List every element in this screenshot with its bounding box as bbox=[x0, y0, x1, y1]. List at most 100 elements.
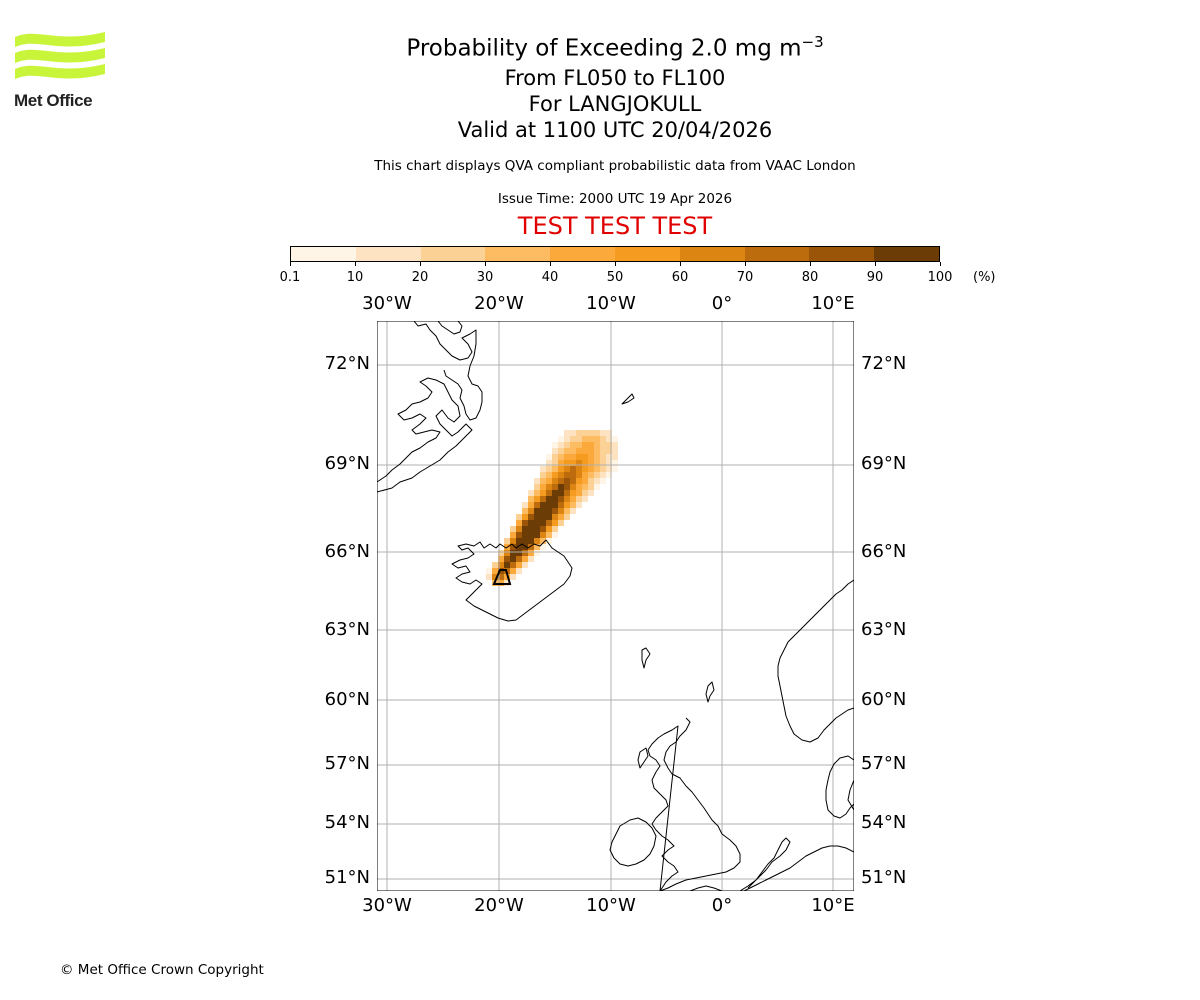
colorbar-tick bbox=[290, 262, 291, 266]
ash-cell bbox=[594, 448, 600, 454]
lat-label-left: 54°N bbox=[324, 812, 370, 833]
colorbar-tick bbox=[615, 262, 616, 266]
lat-label-left: 72°N bbox=[324, 353, 370, 374]
test-banner: TEST TEST TEST bbox=[517, 212, 713, 240]
ash-cell bbox=[606, 436, 612, 442]
lat-label-left: 66°N bbox=[324, 541, 370, 562]
ash-cell bbox=[612, 436, 618, 442]
ash-cell bbox=[528, 508, 534, 514]
ash-cell bbox=[552, 460, 558, 466]
ash-cell bbox=[534, 508, 540, 514]
ash-cell bbox=[612, 442, 618, 448]
lat-label-right: 66°N bbox=[861, 541, 907, 562]
ash-cell bbox=[522, 550, 528, 556]
ash-cell bbox=[600, 430, 606, 436]
colorbar-tick-label: 80 bbox=[801, 270, 819, 285]
ash-cell bbox=[558, 460, 564, 466]
ash-cell bbox=[600, 460, 606, 466]
ash-cell bbox=[588, 466, 594, 472]
ash-cell bbox=[546, 514, 552, 520]
lat-label-left: 60°N bbox=[324, 689, 370, 710]
ash-cell bbox=[510, 538, 516, 544]
ash-cell bbox=[606, 430, 612, 436]
met-office-logo bbox=[15, 32, 105, 79]
ash-cell bbox=[612, 460, 618, 466]
ash-cell bbox=[558, 472, 564, 478]
ash-cell bbox=[540, 496, 546, 502]
ash-cell bbox=[522, 526, 528, 532]
ash-cell bbox=[576, 466, 582, 472]
colorbar-tick bbox=[745, 262, 746, 266]
ash-cell bbox=[570, 454, 576, 460]
ash-probability-field bbox=[486, 430, 618, 586]
ash-cell bbox=[504, 556, 510, 562]
copyright: © Met Office Crown Copyright bbox=[60, 962, 264, 978]
lat-label-right: 51°N bbox=[861, 867, 907, 888]
colorbar-tick-label: 60 bbox=[671, 270, 689, 285]
ash-cell bbox=[606, 472, 612, 478]
ash-cell bbox=[570, 430, 576, 436]
ash-cell bbox=[522, 544, 528, 550]
ash-cell bbox=[558, 496, 564, 502]
ash-cell bbox=[588, 430, 594, 436]
ash-cell bbox=[510, 556, 516, 562]
ash-cell bbox=[594, 442, 600, 448]
ash-cell bbox=[492, 568, 498, 574]
ash-cell bbox=[540, 466, 546, 472]
ash-cell bbox=[576, 502, 582, 508]
ash-cell bbox=[588, 442, 594, 448]
ash-cell bbox=[516, 568, 522, 574]
ash-cell bbox=[522, 562, 528, 568]
ash-cell bbox=[588, 448, 594, 454]
colorbar-tick-label: 90 bbox=[866, 270, 884, 285]
ash-cell bbox=[540, 478, 546, 484]
ash-cell bbox=[528, 544, 534, 550]
coast-jan-mayen bbox=[621, 393, 635, 405]
ash-cell bbox=[564, 472, 570, 478]
colorbar-segment bbox=[614, 247, 680, 261]
ash-cell bbox=[600, 478, 606, 484]
ash-cell bbox=[570, 484, 576, 490]
ash-cell bbox=[612, 448, 618, 454]
ash-cell bbox=[552, 472, 558, 478]
ash-cell bbox=[546, 508, 552, 514]
map-panel bbox=[377, 321, 854, 891]
ash-cell bbox=[528, 490, 534, 496]
ash-cell bbox=[546, 490, 552, 496]
ash-cell bbox=[570, 442, 576, 448]
colorbar-segment bbox=[355, 247, 421, 261]
lon-label-bottom: 0° bbox=[711, 895, 733, 916]
coast-great-britain bbox=[647, 717, 741, 891]
lat-label-left: 69°N bbox=[324, 453, 370, 474]
colorbar-tick-label: 10 bbox=[346, 270, 364, 285]
ash-cell bbox=[546, 538, 552, 544]
ash-cell bbox=[606, 448, 612, 454]
ash-cell bbox=[582, 436, 588, 442]
title-line3: For LANGJOKULL bbox=[528, 91, 702, 116]
title-line2: From FL050 to FL100 bbox=[504, 65, 726, 90]
ash-cell bbox=[570, 478, 576, 484]
ash-cell bbox=[612, 466, 618, 472]
coast-france-north bbox=[689, 885, 723, 891]
volcano-marker bbox=[492, 569, 512, 585]
coast-sweden bbox=[847, 779, 854, 811]
info-text: This chart displays QVA compliant probab… bbox=[374, 158, 856, 174]
ash-cell bbox=[552, 502, 558, 508]
lat-label-right: 63°N bbox=[861, 619, 907, 640]
lat-label-left: 63°N bbox=[324, 619, 370, 640]
coast-hebrides bbox=[637, 747, 649, 769]
ash-cell bbox=[510, 550, 516, 556]
ash-cell bbox=[564, 478, 570, 484]
colorbar-segment bbox=[291, 247, 356, 261]
ash-cell bbox=[552, 478, 558, 484]
colorbar-tick bbox=[875, 262, 876, 266]
ash-cell bbox=[564, 436, 570, 442]
ash-cell bbox=[528, 550, 534, 556]
lat-label-right: 69°N bbox=[861, 453, 907, 474]
ash-cell bbox=[510, 574, 516, 580]
ash-cell bbox=[588, 484, 594, 490]
ash-cell bbox=[594, 472, 600, 478]
ash-cell bbox=[546, 460, 552, 466]
lon-label-top: 0° bbox=[711, 293, 733, 314]
colorbar-tick-label: 70 bbox=[736, 270, 754, 285]
